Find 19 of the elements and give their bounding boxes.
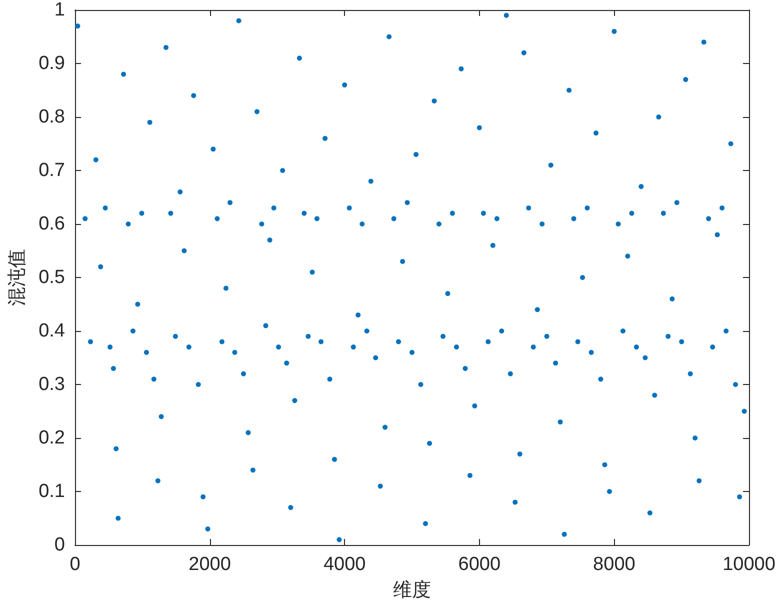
x-tick-label: 6000 xyxy=(458,554,501,575)
x-tick-label: 10000 xyxy=(722,554,776,575)
x-tick-label: 2000 xyxy=(188,554,231,575)
y-tick-label: 0.8 xyxy=(38,106,65,128)
y-tick-label: 0.7 xyxy=(38,160,65,181)
y-tick-label: 0.6 xyxy=(38,214,65,234)
y-tick-label: 0.5 xyxy=(38,267,65,288)
y-tick-label: 0.9 xyxy=(38,53,65,74)
x-tick-label: 4000 xyxy=(323,554,366,575)
y-tick-label: 0 xyxy=(54,534,65,556)
y-tick-label: 0.1 xyxy=(38,481,65,502)
y-tick-label: 0.3 xyxy=(38,374,65,395)
x-tick-label: 8000 xyxy=(593,554,636,575)
x-axis-title: 维度 xyxy=(393,579,431,601)
y-tick-label: 1 xyxy=(54,0,65,20)
y-tick-label: 0.4 xyxy=(38,320,66,342)
x-tick-label: 0 xyxy=(70,554,80,575)
y-tick-label: 0.2 xyxy=(38,428,65,448)
y-axis-title: 混沌值 xyxy=(7,249,28,306)
